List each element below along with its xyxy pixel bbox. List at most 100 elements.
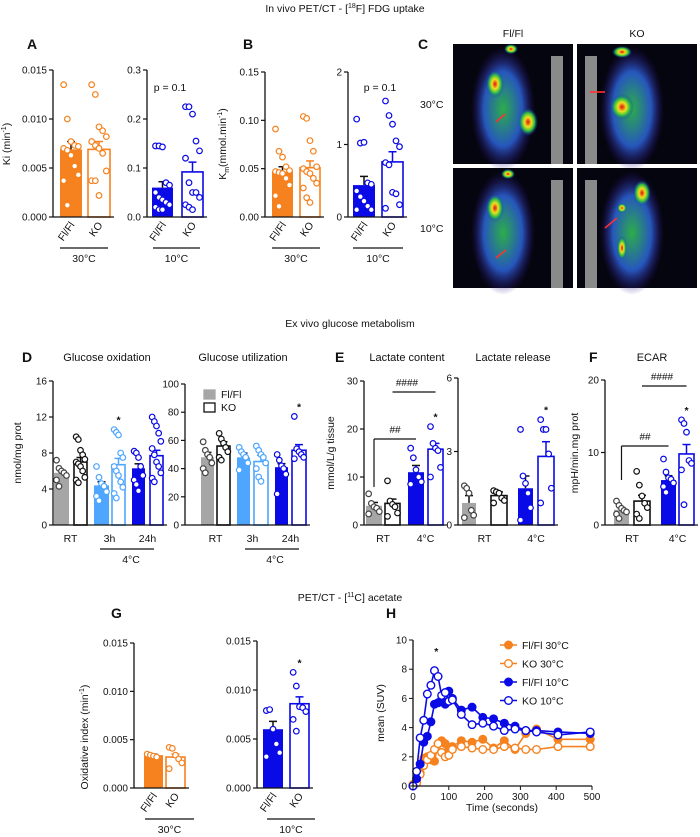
y-tick-label: 0.3 xyxy=(127,66,141,77)
data-point xyxy=(150,478,158,486)
x-tick-label: Fl/Fl xyxy=(138,791,160,815)
data-point xyxy=(272,192,279,200)
chart-panel-D2: 0 20 40 60 80 100 RT 3h 24h 4°C Glucose utilizatio… xyxy=(162,352,310,566)
chart-panel-D1: 0 4 8 12 16 RT 3h 24h 4°C nmol/mg prot Glucose oxi… xyxy=(12,352,167,566)
x-tick-label: KO xyxy=(287,791,306,810)
y-tick-label: 4 xyxy=(401,723,407,734)
section-title-fdg: In vivo PET/CT - [18F] FDG uptake xyxy=(265,3,424,15)
data-point xyxy=(102,167,110,175)
row-label-10c: 10°C xyxy=(420,223,444,235)
column-header-ko: KO xyxy=(629,28,644,40)
y-tick-label: 0.005 xyxy=(22,164,47,175)
data-point xyxy=(396,201,403,209)
hotspot xyxy=(612,46,632,58)
hotspot xyxy=(486,70,504,98)
group-label: 30°C xyxy=(72,253,96,265)
data-point xyxy=(206,453,214,461)
series-marker xyxy=(553,730,563,740)
data-point xyxy=(224,448,232,456)
y-axis-label: mpH/min.mg prot xyxy=(569,413,581,494)
data-point xyxy=(385,161,393,169)
series-marker xyxy=(585,742,595,752)
chart-title: Lactate content xyxy=(369,352,444,364)
y-tick-label: 10 xyxy=(396,636,408,647)
series-marker xyxy=(433,672,443,682)
series-marker xyxy=(422,731,432,741)
data-point xyxy=(545,450,553,458)
hotspot xyxy=(617,236,627,260)
y-tick-label: 0.015 xyxy=(226,637,251,648)
panel-letter-B: B xyxy=(243,36,253,52)
significance-star: * xyxy=(297,657,302,669)
pet-image-flfl-30c xyxy=(453,44,573,171)
y-tick-label: 0 xyxy=(401,782,407,793)
series-marker xyxy=(456,709,466,719)
data-point xyxy=(392,190,400,198)
data-point xyxy=(375,508,383,515)
data-point xyxy=(356,193,364,201)
data-point xyxy=(95,473,103,481)
x-tick-label: 4°C xyxy=(669,533,687,545)
series-marker xyxy=(521,745,531,755)
y-tick-label: 30 xyxy=(347,377,359,388)
section-title-fdg-sup: 18 xyxy=(348,3,356,10)
significance-star: * xyxy=(433,412,438,424)
chart-panel-A2: 0.0 0.1 0.2 0.3 Fl/Fl KO 10°C p = 0.1 xyxy=(127,66,207,265)
legend-label: KO xyxy=(221,402,236,414)
data-point xyxy=(217,456,225,464)
panel-letter-A: A xyxy=(27,36,37,52)
y-tick-label: 0 xyxy=(41,521,47,532)
series-marker xyxy=(447,745,457,755)
y-axis-label-sub: m xyxy=(224,167,231,173)
data-point xyxy=(633,467,641,475)
bracket-label: ## xyxy=(639,432,651,443)
y-tick-label: 0.2 xyxy=(127,115,141,126)
data-point xyxy=(367,206,375,214)
data-point xyxy=(95,144,103,152)
hotspot xyxy=(633,180,651,206)
series-marker xyxy=(489,721,499,731)
data-point xyxy=(155,463,163,470)
data-point xyxy=(688,459,695,467)
y-tick-label: 6 xyxy=(446,374,452,385)
column-header-flfl: Fl/Fl xyxy=(503,28,523,40)
y-tick-label: 0.005 xyxy=(226,735,251,746)
group-label: 4°C xyxy=(266,554,284,566)
data-point xyxy=(166,181,173,189)
y-tick-label: 12 xyxy=(36,413,48,424)
data-point xyxy=(537,499,545,507)
data-point xyxy=(91,177,99,185)
series-marker xyxy=(510,743,520,753)
bar-fl-fl xyxy=(144,755,163,788)
data-point xyxy=(412,466,420,474)
chart-panel-E1: 0 10 20 30 RT 4°C mmol/L/g tissue Lactate conte… xyxy=(325,352,447,545)
hotspot xyxy=(504,44,518,54)
data-point xyxy=(303,114,311,122)
data-point xyxy=(517,426,524,433)
y-axis-label-end: ) xyxy=(1,123,13,127)
data-point xyxy=(269,725,277,733)
data-point xyxy=(660,483,667,490)
y-tick-label: 0.005 xyxy=(103,735,128,746)
x-tick-label: Fl/Fl xyxy=(267,220,289,244)
series-marker xyxy=(440,688,450,698)
group-label: 30°C xyxy=(284,253,308,265)
data-point xyxy=(680,420,688,427)
data-point xyxy=(244,459,252,467)
data-point xyxy=(99,127,107,135)
data-point xyxy=(306,170,314,177)
data-point xyxy=(201,469,209,477)
data-point xyxy=(434,447,442,455)
data-point xyxy=(196,147,203,155)
data-point xyxy=(189,110,196,118)
section-title-acetate-sup: 11 xyxy=(347,592,354,599)
data-point xyxy=(643,504,651,512)
data-point xyxy=(55,482,63,490)
data-point xyxy=(396,143,403,151)
series-marker xyxy=(521,726,531,736)
legend-swatch xyxy=(203,389,216,400)
data-point xyxy=(286,181,293,189)
data-point xyxy=(409,454,417,462)
x-tick-label: 500 xyxy=(584,792,601,803)
